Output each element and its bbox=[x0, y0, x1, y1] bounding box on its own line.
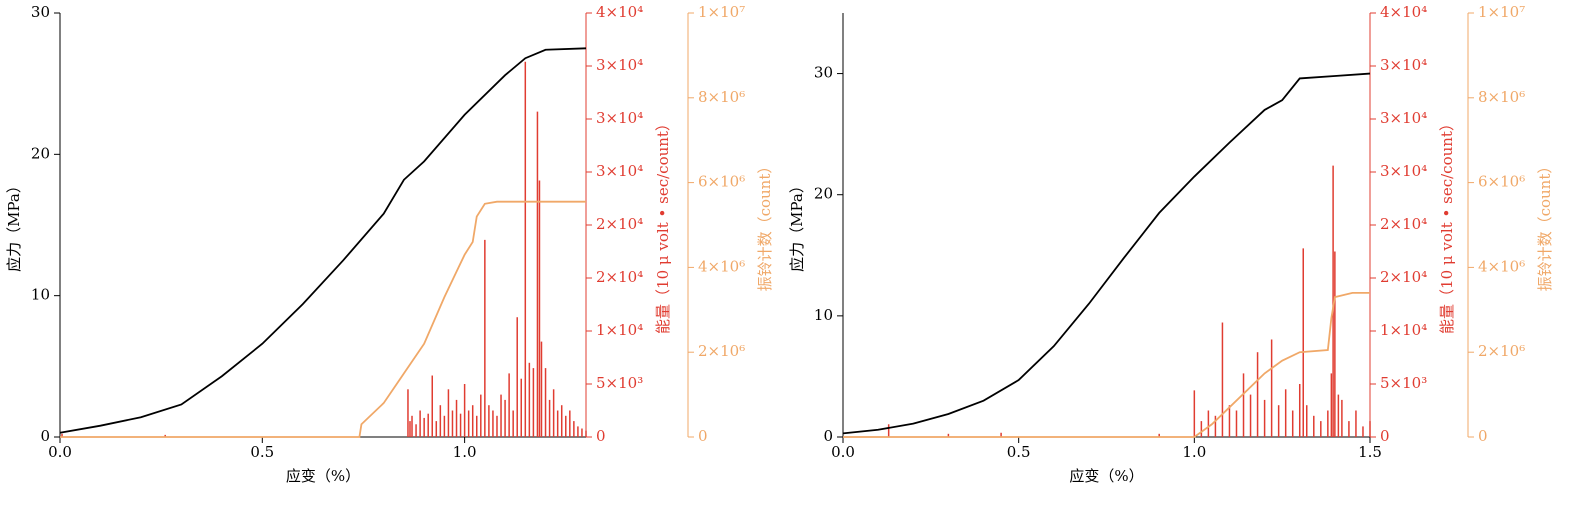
y3-tick-label: 0 bbox=[1478, 427, 1488, 445]
y2-tick-label: 4×10⁴ bbox=[1380, 3, 1427, 21]
x-axis-label: 应变（%） bbox=[1069, 467, 1143, 485]
x-tick-label: 0.5 bbox=[250, 443, 274, 461]
x-axis-label: 应变（%） bbox=[286, 467, 360, 485]
y2-tick-label: 5×10³ bbox=[1380, 374, 1427, 392]
x-tick-label: 1.0 bbox=[1182, 443, 1206, 461]
y3-tick-label: 4×10⁶ bbox=[698, 257, 745, 275]
y-tick-label: 30 bbox=[814, 64, 833, 82]
y3-tick-label: 6×10⁶ bbox=[1478, 173, 1525, 191]
y-tick-label: 0 bbox=[40, 427, 50, 445]
y2-tick-label: 3×10⁴ bbox=[1380, 56, 1427, 74]
y2-tick-label: 3×10⁴ bbox=[596, 162, 643, 180]
y-tick-label: 30 bbox=[31, 3, 50, 21]
y-tick-label: 20 bbox=[814, 185, 833, 203]
stress-line bbox=[59, 47, 587, 434]
x-tick-label: 1.0 bbox=[453, 443, 477, 461]
x-tick-label: 0.0 bbox=[831, 443, 855, 461]
y-axis-label: 应力（MPa） bbox=[788, 178, 806, 272]
y-tick-label: 0 bbox=[823, 427, 833, 445]
y3-tick-label: 2×10⁶ bbox=[698, 342, 745, 360]
x-tick-label: 1.5 bbox=[1358, 443, 1382, 461]
y2-tick-label: 1×10⁴ bbox=[1380, 321, 1427, 339]
y-tick-label: 20 bbox=[31, 144, 50, 162]
y3-tick-label: 8×10⁶ bbox=[698, 88, 745, 106]
y3-tick-label: 0 bbox=[698, 427, 708, 445]
y2-tick-label: 3×10⁴ bbox=[1380, 109, 1427, 127]
count-line bbox=[60, 200, 586, 438]
y2-tick-label: 3×10⁴ bbox=[596, 109, 643, 127]
y2-tick-label: 3×10⁴ bbox=[596, 56, 643, 74]
y2-axis-label: 能量（10 μ volt • sec/count） bbox=[654, 116, 672, 334]
y3-tick-label: 1×10⁷ bbox=[1478, 3, 1525, 21]
y3-tick-label: 1×10⁷ bbox=[698, 3, 745, 21]
y2-tick-label: 1×10⁴ bbox=[596, 321, 643, 339]
y3-tick-label: 2×10⁶ bbox=[1478, 342, 1525, 360]
y2-tick-label: 5×10³ bbox=[596, 374, 643, 392]
y2-tick-label: 2×10⁴ bbox=[596, 215, 643, 233]
y2-tick-label: 4×10⁴ bbox=[596, 3, 643, 21]
x-tick-label: 0.0 bbox=[48, 443, 72, 461]
y2-tick-label: 2×10⁴ bbox=[1380, 215, 1427, 233]
y-tick-label: 10 bbox=[31, 286, 50, 304]
y2-tick-label: 0 bbox=[596, 427, 606, 445]
y3-axis-label: 振铃计数（count） bbox=[1536, 159, 1554, 292]
y2-tick-label: 0 bbox=[1380, 427, 1390, 445]
y2-tick-label: 2×10⁴ bbox=[1380, 268, 1427, 286]
y2-axis-label: 能量（10 μ volt • sec/count） bbox=[1438, 116, 1456, 334]
y3-tick-label: 4×10⁶ bbox=[1478, 257, 1525, 275]
y2-tick-label: 2×10⁴ bbox=[596, 268, 643, 286]
y3-tick-label: 8×10⁶ bbox=[1478, 88, 1525, 106]
y-axis-label: 应力（MPa） bbox=[5, 178, 23, 272]
stress-line bbox=[842, 72, 1371, 435]
y-tick-label: 10 bbox=[814, 306, 833, 324]
y2-tick-label: 3×10⁴ bbox=[1380, 162, 1427, 180]
x-tick-label: 0.5 bbox=[1007, 443, 1031, 461]
y3-tick-label: 6×10⁶ bbox=[698, 173, 745, 191]
y3-axis-label: 振铃计数（count） bbox=[756, 159, 774, 292]
count-line bbox=[843, 291, 1370, 438]
